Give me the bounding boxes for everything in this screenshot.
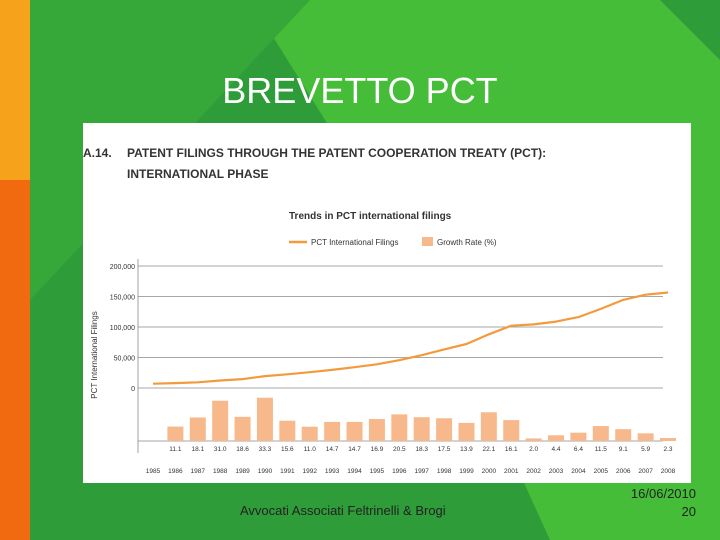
x-tick-label: 1991 (280, 468, 295, 475)
growth-bar (660, 438, 676, 441)
x-tick-label: 1986 (168, 468, 183, 475)
legend-label-filings: PCT International Filings (311, 238, 398, 247)
growth-bar-label: 31.0 (214, 446, 227, 453)
growth-bar-label: 2.3 (663, 446, 672, 453)
growth-bars (167, 397, 676, 441)
y-tick-label: 200,000 (110, 264, 135, 271)
x-tick-label: 2002 (526, 468, 541, 475)
growth-bar (368, 419, 385, 441)
x-tick-label: 1990 (258, 468, 273, 475)
growth-bar-label: 16.1 (505, 446, 518, 453)
growth-bar (458, 422, 475, 441)
footer-date: 16/06/2010 (630, 486, 696, 501)
growth-bar-label: 11.5 (595, 446, 608, 453)
legend-bar-swatch (422, 237, 433, 246)
pct-chart: A.14. PATENT FILINGS THROUGH THE PATENT … (83, 146, 676, 475)
filings-line-group (152, 291, 669, 385)
growth-bar-label: 18.6 (236, 446, 249, 453)
x-tick-label: 1997 (414, 468, 429, 475)
x-tick-label: 2006 (616, 468, 631, 475)
growth-bar-label: 11.1 (169, 446, 182, 453)
chart-panel: A.14. PATENT FILINGS THROUGH THE PATENT … (83, 123, 691, 483)
growth-bar-label: 9.1 (619, 446, 628, 453)
growth-bar-label: 22.1 (483, 446, 496, 453)
growth-bar-label: 18.3 (415, 446, 428, 453)
growth-bar-label: 16.9 (371, 446, 384, 453)
growth-bar (279, 420, 296, 441)
growth-bar-label: 14.7 (348, 446, 361, 453)
growth-bar-label: 5.9 (641, 446, 650, 453)
growth-bar (503, 420, 520, 441)
y-axis-label: PCT International Filings (90, 311, 99, 398)
growth-bar-label: 2.0 (529, 446, 538, 453)
y-tick-labels: 0 50,000 100,000 150,000 200,000 (110, 264, 135, 393)
chart-subtitle: Trends in PCT international filings (289, 211, 452, 222)
legend-label-growth: Growth Rate (%) (437, 238, 497, 247)
growth-bar (301, 426, 318, 441)
growth-bar (413, 417, 430, 441)
x-tick-label: 1994 (347, 468, 362, 475)
y-tick-label: 100,000 (110, 325, 135, 332)
growth-bar-label: 6.4 (574, 446, 583, 453)
growth-bar-label: 17.5 (438, 446, 451, 453)
y-tick-label: 50,000 (114, 356, 136, 363)
growth-bar (391, 414, 408, 441)
x-tick-label: 1999 (459, 468, 474, 475)
growth-bar (570, 432, 587, 441)
accent-bar-bottom (0, 180, 30, 540)
x-tick-label: 2001 (504, 468, 519, 475)
x-tick-label: 1992 (303, 468, 318, 475)
x-tick-label: 2008 (661, 468, 676, 475)
growth-bar (436, 418, 453, 441)
growth-bar-label: 11.0 (304, 446, 317, 453)
growth-bar-label: 13.9 (460, 446, 473, 453)
growth-bar (637, 433, 654, 441)
chart-title-line1: PATENT FILINGS THROUGH THE PATENT COOPER… (127, 146, 546, 160)
x-tick-label: 2000 (482, 468, 497, 475)
accent-bar-top (0, 0, 30, 180)
growth-bar (256, 397, 273, 441)
growth-bar (592, 426, 609, 441)
x-tick-label: 2005 (594, 468, 609, 475)
growth-bar-label: 14.7 (326, 446, 339, 453)
x-tick-label: 1998 (437, 468, 452, 475)
filings-line (152, 291, 669, 385)
growth-bar-label: 20.5 (393, 446, 406, 453)
x-tick-label: 2003 (549, 468, 564, 475)
growth-bar-label: 18.1 (191, 446, 204, 453)
x-tick-labels: 1985 1986 1987 1988 1989 1990 1991 1992 1993 1994… (146, 468, 676, 475)
growth-bar (525, 438, 542, 441)
chart-title-line2: INTERNATIONAL PHASE (127, 167, 269, 181)
y-tick-label: 0 (131, 386, 135, 393)
growth-bar-label: 33.3 (259, 446, 272, 453)
growth-bar (480, 412, 497, 441)
growth-bar-label: 4.4 (552, 446, 561, 453)
growth-bar (324, 421, 341, 441)
growth-bar (234, 416, 251, 441)
x-tick-label: 1995 (370, 468, 385, 475)
growth-bar (346, 421, 363, 441)
growth-bar (212, 400, 229, 441)
x-tick-label: 1993 (325, 468, 340, 475)
x-tick-label: 2004 (571, 468, 586, 475)
growth-bar-labels: 11.1 18.1 31.0 18.6 33.3 15.6 11.0 14.7 14.7 16.9… (169, 446, 673, 453)
x-tick-label: 1987 (191, 468, 206, 475)
growth-bar (167, 426, 184, 441)
growth-bar (548, 435, 565, 441)
footer-firm-name: Avvocati Associati Feltrinelli & Brogi (240, 503, 446, 518)
figure-label: A.14. (83, 146, 112, 160)
x-tick-label: 2007 (638, 468, 653, 475)
y-tick-label: 150,000 (110, 295, 135, 302)
x-tick-label: 1988 (213, 468, 228, 475)
growth-bar (189, 417, 206, 441)
growth-bar-label: 15.6 (281, 446, 294, 453)
growth-bar (615, 429, 632, 441)
page-number: 20 (681, 504, 696, 519)
x-tick-label: 1985 (146, 468, 161, 475)
x-tick-label: 1989 (235, 468, 250, 475)
slide-title: BREVETTO PCT (222, 70, 498, 111)
x-tick-label: 1996 (392, 468, 407, 475)
